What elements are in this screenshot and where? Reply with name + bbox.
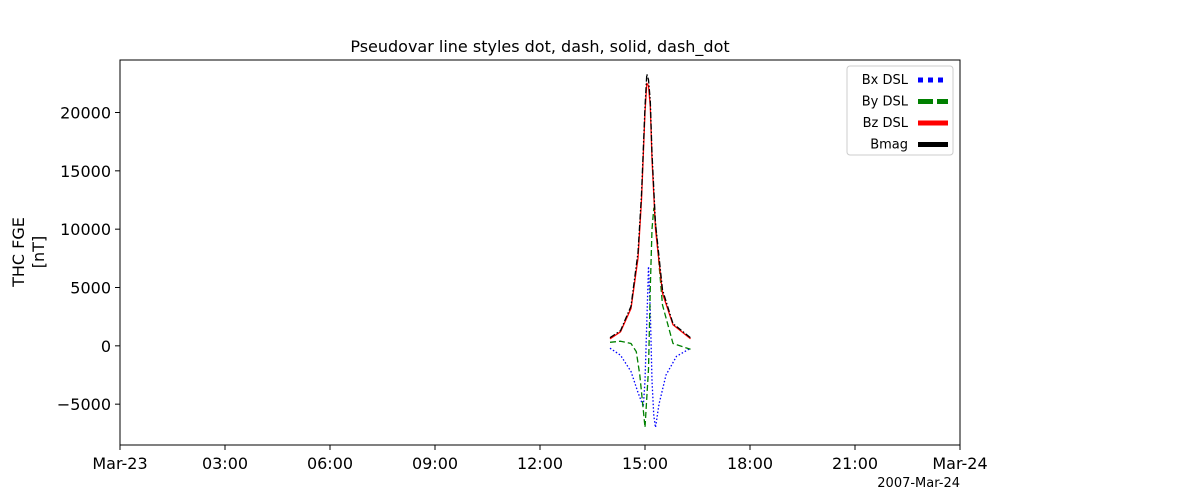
y-axis-label-line1: THC FGE: [9, 217, 28, 288]
series-line-bx-dsl: [609, 265, 691, 429]
series-line-bz-dsl: [609, 82, 691, 340]
series-group: [609, 73, 691, 429]
x-tick-label: 12:00: [517, 454, 563, 473]
series-line-by-dsl: [609, 207, 691, 429]
y-tick-label: 20000: [60, 104, 111, 123]
series-line-bmag: [609, 73, 691, 339]
plot-frame: [119, 59, 961, 446]
legend-label: Bx DSL: [862, 73, 909, 88]
legend-label: Bz DSL: [863, 116, 909, 131]
legend: Bx DSL By DSL Bz DSL Bmag: [846, 65, 954, 156]
x-tick-label: 21:00: [832, 454, 878, 473]
chart-title: Pseudovar line styles dot, dash, solid, …: [350, 37, 729, 57]
x-axis: Mar-23 03:00 06:00 09:00 12:00 15:00 18:00 21:0…: [92, 445, 988, 473]
y-tick-label: −5000: [57, 395, 111, 414]
plot-area: [119, 59, 961, 446]
y-tick-label: 5000: [70, 279, 111, 298]
x-tick-label: 06:00: [307, 454, 353, 473]
y-tick-label: 0: [101, 337, 111, 356]
x-tick-label: 15:00: [622, 454, 668, 473]
x-tick-label: 03:00: [202, 454, 248, 473]
x-tick-label: Mar-24: [932, 454, 987, 473]
x-tick-label: Mar-23: [92, 454, 147, 473]
y-axis: −5000 0 5000 10000 15000 20000: [57, 104, 120, 414]
legend-label: Bmag: [870, 138, 908, 153]
x-tick-label: 18:00: [727, 454, 773, 473]
y-tick-label: 10000: [60, 220, 111, 239]
y-axis-label-line2: [nT]: [29, 236, 48, 268]
legend-box: [846, 65, 954, 156]
legend-label: By DSL: [862, 95, 909, 110]
x-tick-label: 09:00: [412, 454, 458, 473]
y-tick-label: 15000: [60, 162, 111, 181]
date-label: 2007-Mar-24: [877, 476, 960, 491]
